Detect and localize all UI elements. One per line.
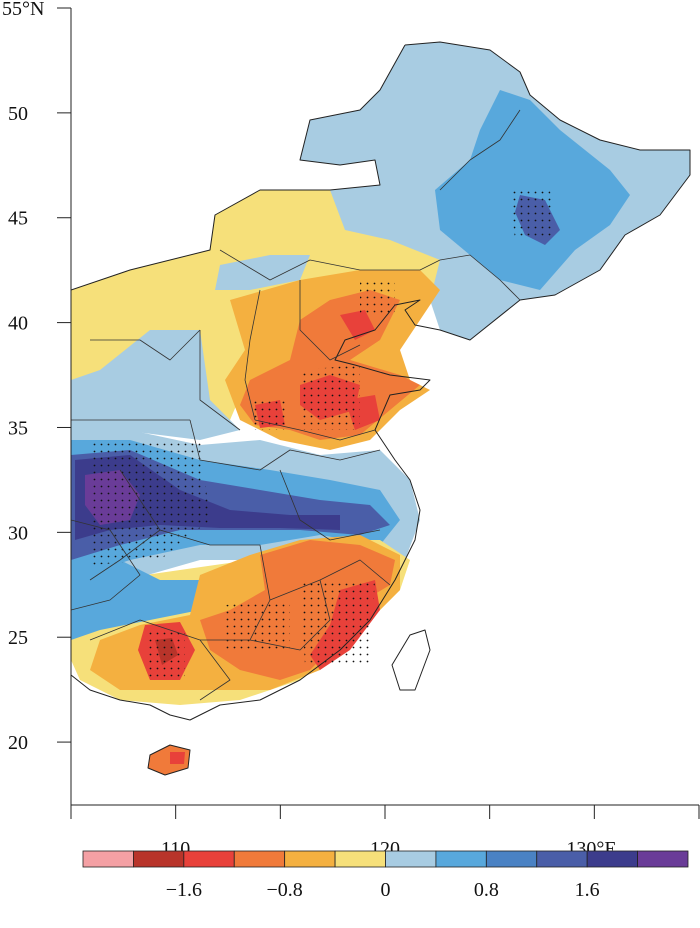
colorbar-label: 1.6	[575, 879, 600, 901]
colorbar-label: 0.8	[474, 879, 499, 901]
colorbar-swatch	[536, 850, 588, 868]
lat-tick-label: 35	[8, 417, 28, 439]
colorbar-swatch	[586, 850, 638, 868]
lat-tick-label: 20	[8, 732, 28, 754]
region-hainan-red	[170, 752, 185, 764]
region-north-blue2	[215, 255, 310, 290]
lat-tick-label: 30	[8, 522, 28, 544]
significance-stipple	[90, 190, 555, 680]
colorbar-swatch	[334, 850, 386, 868]
colorbar-swatch	[284, 850, 336, 868]
colorbar-swatch	[183, 850, 235, 868]
colorbar-swatch	[637, 850, 689, 868]
colorbar-swatch	[233, 850, 286, 868]
colorbar-label: −0.8	[267, 879, 303, 901]
colorbar-swatch	[385, 850, 437, 868]
country-border	[71, 41, 691, 721]
colorbar-swatch	[82, 850, 134, 868]
lat-tick-label: 55°N	[2, 0, 44, 20]
province-borders	[71, 109, 521, 701]
lat-tick-label: 40	[8, 313, 28, 335]
colorbar-swatch	[485, 850, 538, 868]
lat-tick-label: 45	[8, 208, 28, 230]
lat-tick-label: 50	[8, 103, 28, 125]
lat-tick-label: 25	[8, 627, 28, 649]
taiwan-border	[391, 629, 431, 691]
north-border	[71, 44, 406, 291]
region-south-blue	[71, 560, 200, 640]
colorbar-label: 0	[381, 879, 391, 901]
colorbar-swatch	[435, 850, 487, 868]
region-north-blue	[71, 330, 240, 440]
latitude-axis: 55°N 50 45 40 35 30 25 20	[2, 0, 71, 754]
colorbar-swatch	[133, 850, 185, 868]
map-field	[71, 41, 691, 776]
colorbar: −1.6 −0.8 0 0.8 1.6	[82, 850, 689, 901]
hainan-border	[147, 744, 191, 776]
colorbar-label: −1.6	[166, 879, 202, 901]
